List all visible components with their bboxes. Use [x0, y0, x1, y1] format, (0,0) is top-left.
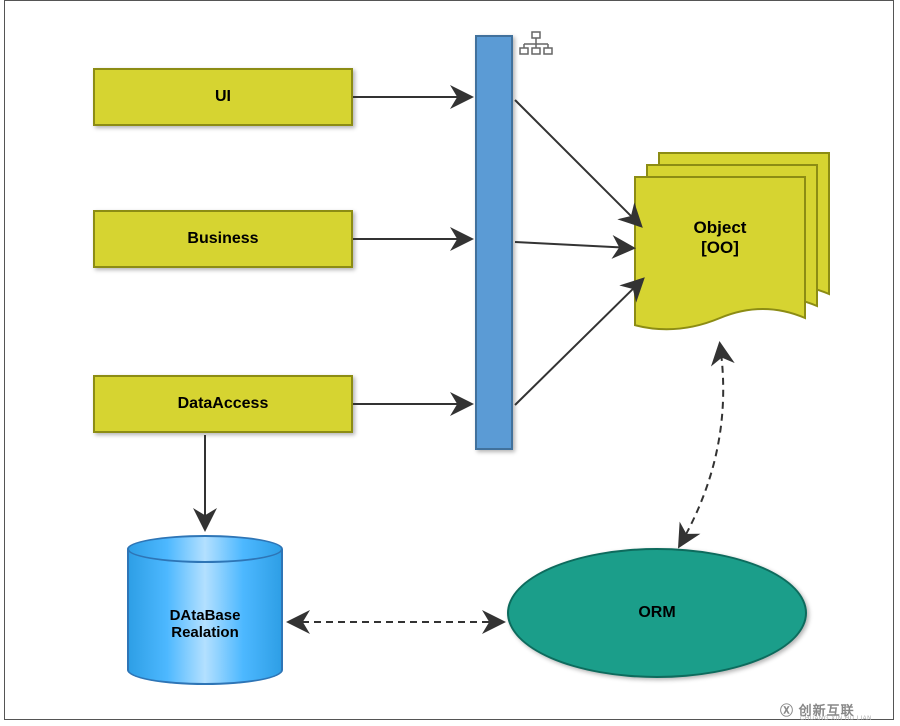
db-label-1: DAtaBase [170, 607, 241, 624]
object-stack: Object [OO] [634, 176, 830, 360]
orm-ellipse: ORM [507, 548, 807, 678]
orm-label: ORM [638, 604, 675, 622]
object-label-1: Object [694, 218, 747, 237]
dataaccess-layer-box: DataAccess [93, 375, 353, 433]
cylinder-top [127, 535, 283, 563]
business-label: Business [187, 230, 258, 248]
cylinder-body: DAtaBase Realation [127, 549, 283, 685]
database-cylinder: DAtaBase Realation [127, 535, 283, 685]
object-label-2: [OO] [701, 238, 739, 257]
business-layer-box: Business [93, 210, 353, 268]
watermark-sub: CHUANG XIN HU LIAN [800, 716, 872, 722]
object-label: Object [OO] [634, 218, 806, 258]
ui-label: UI [215, 88, 231, 106]
db-label-2: Realation [171, 624, 239, 641]
network-icon [518, 30, 558, 58]
dataaccess-label: DataAccess [178, 395, 269, 413]
ui-layer-box: UI [93, 68, 353, 126]
vertical-connector-bar [475, 35, 513, 450]
